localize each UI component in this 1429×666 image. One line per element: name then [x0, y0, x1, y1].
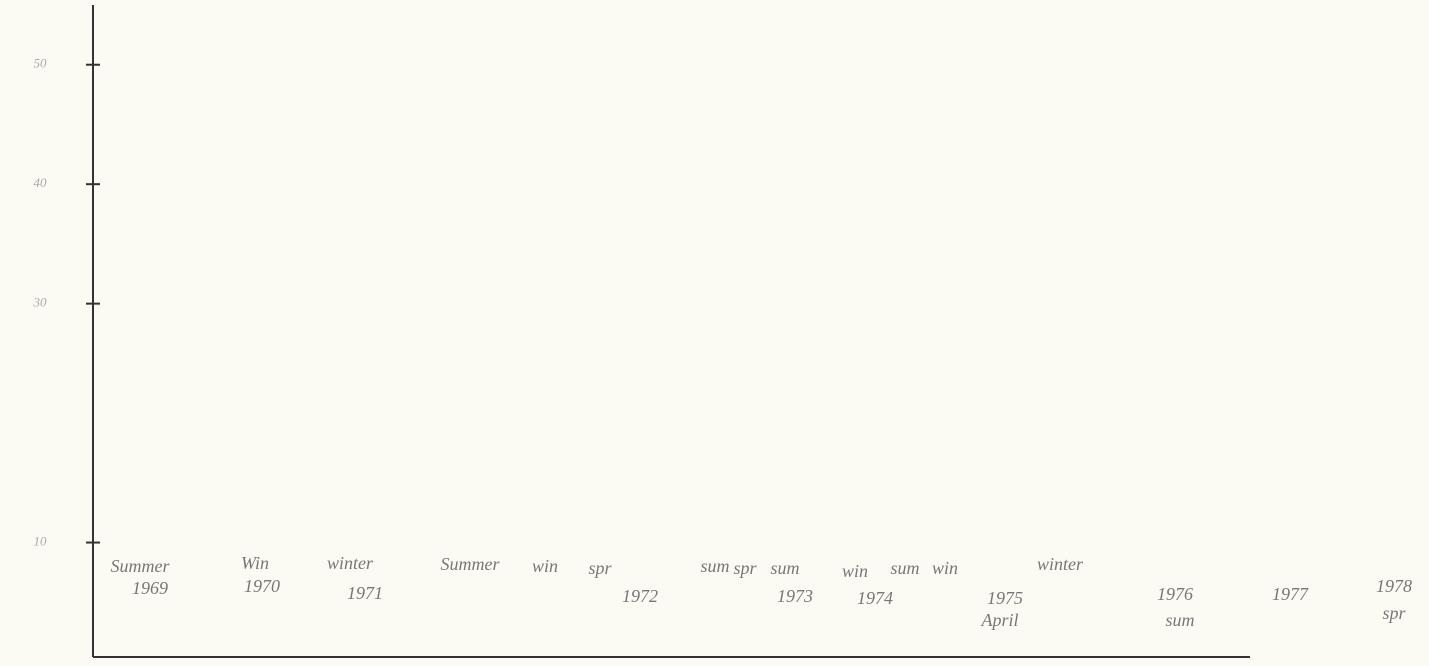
y-tick-label: 50 [34, 56, 48, 71]
x-annotation: winter [1037, 554, 1084, 574]
x-annotation: spr [733, 558, 757, 578]
x-annotation: 1972 [622, 586, 658, 606]
x-annotation: sum [890, 558, 919, 578]
x-annotation: Summer [441, 554, 501, 574]
x-annotation: win [842, 561, 868, 581]
x-annotation: Summer [111, 556, 171, 576]
x-annotation: winter [327, 553, 374, 573]
x-annotation: April [980, 610, 1018, 630]
x-annotation: Win [241, 553, 269, 573]
x-annotation: sum [1165, 610, 1194, 630]
y-tick-label: 10 [34, 534, 48, 549]
x-annotation: 1969 [132, 578, 168, 598]
x-annotation: spr [1382, 603, 1406, 623]
x-annotation: 1978 [1376, 576, 1412, 596]
y-tick-label: 40 [34, 175, 48, 190]
x-annotation: 1971 [347, 583, 383, 603]
x-annotation: 1975 [987, 588, 1023, 608]
x-annotation: spr [588, 558, 612, 578]
x-annotation: 1976 [1157, 584, 1193, 604]
x-annotation: 1973 [777, 586, 813, 606]
x-annotation: win [932, 558, 958, 578]
y-tick-label: 30 [33, 295, 48, 310]
x-annotation: win [532, 556, 558, 576]
x-annotation: 1974 [857, 588, 893, 608]
x-annotation: 1977 [1272, 584, 1309, 604]
x-annotation: 1970 [244, 576, 280, 596]
x-annotation: sum [700, 556, 729, 576]
x-annotation: sum [770, 558, 799, 578]
